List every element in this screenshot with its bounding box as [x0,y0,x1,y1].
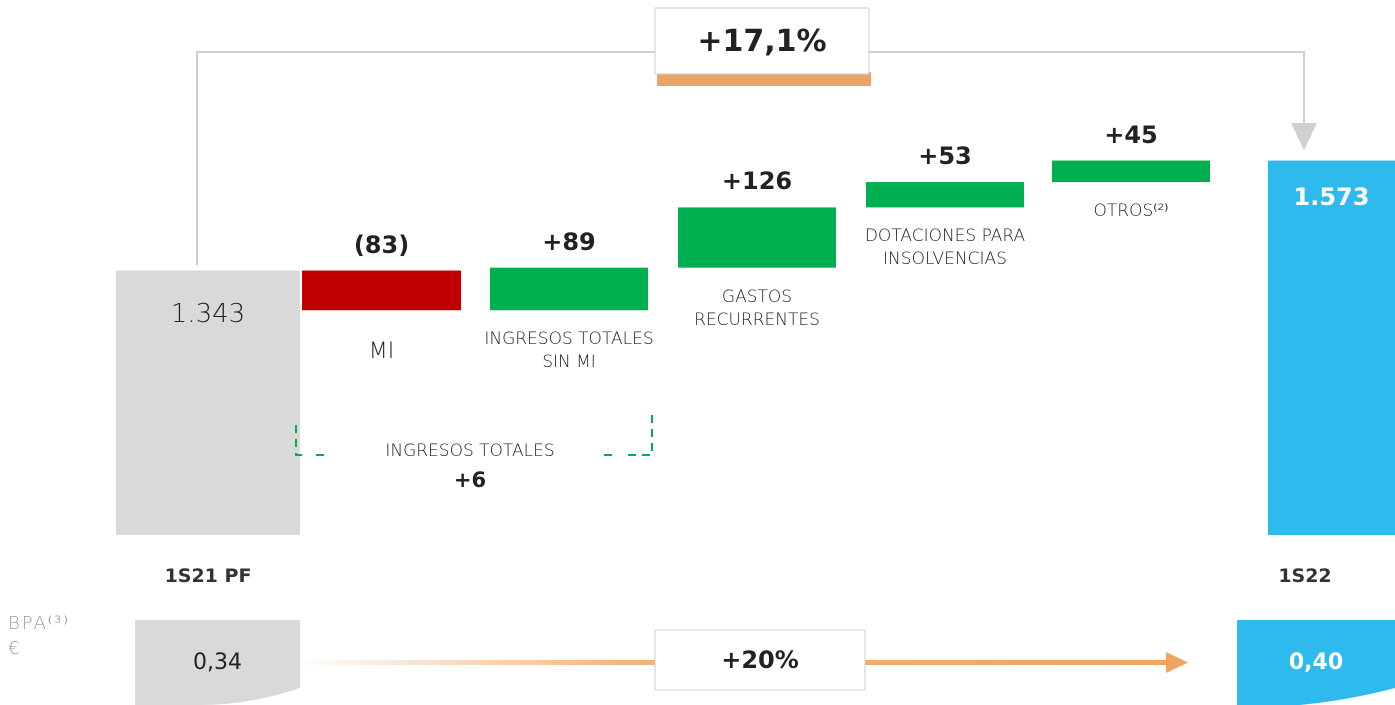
box-shadow [657,72,871,86]
category-label: 1S21 PF [164,565,252,587]
bar [490,267,648,311]
category-label: MI [368,339,395,365]
eps-label: BPA⁽³⁾ [8,613,70,634]
value-label: +89 [542,227,596,256]
total-change: +17,1% [697,24,827,59]
value-label: 1.573 [1293,182,1370,211]
category-label: DOTACIONES PARA INSOLVENCIAS [864,226,1026,270]
category-label: OTROS⁽²⁾ [1093,201,1169,222]
bar [1268,160,1395,535]
eps-change-box [654,629,866,691]
category-label: 1S22 [1278,565,1332,587]
group-value: +6 [453,468,487,492]
value-label: +126 [721,167,793,196]
eps-unit: € [8,638,20,659]
group-bracket [295,415,653,456]
category-label: INGRESOS TOTALES SIN MI [484,329,654,373]
eps-change: +20% [721,646,799,674]
value-label: (83) [353,230,410,259]
arrow-head [1291,123,1317,150]
value-label: 1.343 [170,298,246,329]
group-label: INGRESOS TOTALES [385,441,555,461]
category-label: GASTOS RECURRENTES [694,286,820,330]
bar [1052,160,1210,183]
bar [116,270,300,535]
eps-value: 0,40 [1288,650,1344,675]
bar [866,182,1024,208]
eps-box [135,620,300,705]
change-box [654,7,870,75]
eps-box [1237,620,1395,705]
arrow-head [1166,652,1188,673]
bar [302,270,461,311]
value-label: +45 [1104,120,1158,149]
bar [678,207,836,268]
value-label: +53 [918,142,972,171]
eps-value: 0,34 [193,650,242,675]
